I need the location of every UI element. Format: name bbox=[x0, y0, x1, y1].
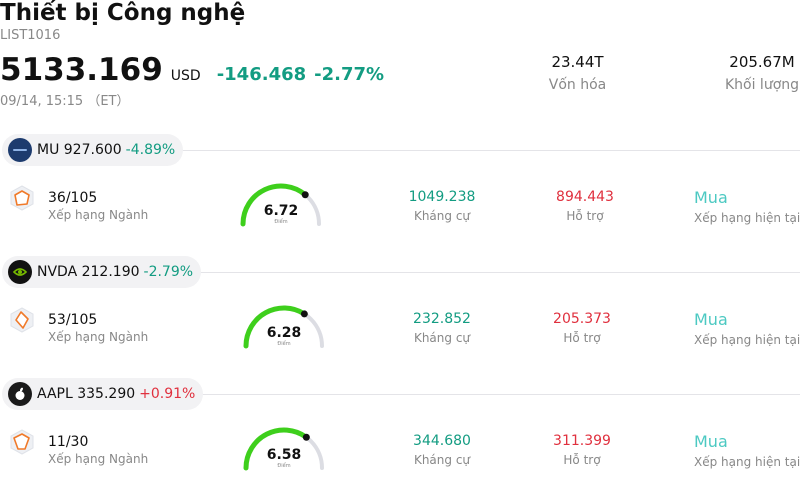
resistance-label: Kháng cự bbox=[413, 331, 471, 345]
resistance-value: 1049.238 bbox=[408, 189, 476, 205]
price-change: -146.468 bbox=[216, 64, 307, 85]
page-title: Thiết bị Công nghệ bbox=[0, 0, 246, 26]
market-cap-label: Vốn hóa bbox=[548, 77, 607, 93]
divider bbox=[180, 394, 800, 395]
ticker-change-percent: +0.91% bbox=[139, 386, 196, 402]
ticker-price: MU 927.600 bbox=[37, 142, 122, 158]
divider bbox=[180, 272, 800, 273]
industry-rank-value: 11/30 bbox=[48, 434, 89, 450]
score-label: Điểm bbox=[277, 462, 290, 469]
market-cap-value: 23.44T bbox=[551, 53, 604, 71]
micron-logo-icon bbox=[8, 138, 32, 162]
industry-rank-icon bbox=[10, 429, 34, 455]
volume-value: 205.67M bbox=[729, 53, 795, 71]
current-rating-value[interactable]: Mua bbox=[694, 310, 728, 329]
stock-ticker-pill[interactable]: MU 927.600 -4.89% bbox=[2, 134, 184, 166]
score-label: Điểm bbox=[274, 218, 287, 225]
index-price: 5133.169 bbox=[0, 52, 163, 88]
score-value: 6.58 bbox=[267, 447, 302, 463]
divider bbox=[180, 150, 800, 151]
industry-rank-value: 36/105 bbox=[48, 190, 98, 206]
resistance-label: Kháng cự bbox=[413, 453, 471, 467]
ticker-change-percent: -2.79% bbox=[143, 264, 194, 280]
industry-rank-label: Xếp hạng Ngành bbox=[48, 452, 149, 466]
industry-rank-icon bbox=[10, 307, 34, 333]
score-label: Điểm bbox=[277, 340, 290, 347]
industry-rank-icon bbox=[10, 185, 34, 211]
resistance-value: 232.852 bbox=[413, 311, 471, 327]
ticker-price: NVDA 212.190 bbox=[37, 264, 140, 280]
resistance-value: 344.680 bbox=[413, 433, 471, 449]
volume-label: Khối lượng bbox=[724, 77, 800, 93]
stock-section-1[interactable]: MU 927.600 -4.89% 36/105 Xếp hạng Ngành … bbox=[0, 134, 800, 256]
current-rating-label: Xếp hạng hiện tại bbox=[694, 211, 800, 225]
price-row: 5133.169 USD -146.468 -2.77% bbox=[0, 52, 384, 88]
currency-label: USD bbox=[170, 68, 201, 84]
stock-section-3[interactable]: AAPL 335.290 +0.91% 11/30 Xếp hạng Ngành… bbox=[0, 378, 800, 488]
price-change-percent: -2.77% bbox=[314, 64, 385, 85]
score-gauge: 6.58 Điểm bbox=[243, 427, 324, 471]
stock-section-2[interactable]: NVDA 212.190 -2.79% 53/105 Xếp hạng Ngàn… bbox=[0, 256, 800, 378]
support-value: 205.373 bbox=[553, 311, 611, 327]
score-value: 6.28 bbox=[267, 325, 302, 341]
ticker-change-percent: -4.89% bbox=[125, 142, 176, 158]
resistance-label: Kháng cự bbox=[413, 209, 471, 223]
score-gauge: 6.28 Điểm bbox=[243, 305, 324, 349]
apple-logo-icon bbox=[8, 382, 32, 406]
support-value: 311.399 bbox=[553, 433, 611, 449]
stock-ticker-pill[interactable]: NVDA 212.190 -2.79% bbox=[2, 256, 202, 288]
nvidia-logo-icon bbox=[8, 260, 32, 284]
score-value: 6.72 bbox=[264, 203, 299, 219]
support-value: 894.443 bbox=[556, 189, 614, 205]
support-label: Hỗ trợ bbox=[566, 209, 604, 223]
industry-rank-label: Xếp hạng Ngành bbox=[48, 208, 149, 222]
market-cap-stat: 23.44T Vốn hóa bbox=[530, 53, 625, 93]
list-code: LIST1016 bbox=[0, 28, 61, 43]
volume-stat: 205.67M Khối lượng bbox=[712, 53, 800, 93]
industry-rank-value: 53/105 bbox=[48, 312, 98, 328]
current-rating-label: Xếp hạng hiện tại bbox=[694, 455, 800, 469]
stock-ticker-pill[interactable]: AAPL 335.290 +0.91% bbox=[2, 378, 204, 410]
industry-rank-label: Xếp hạng Ngành bbox=[48, 330, 149, 344]
timestamp: 09/14, 15:15 （ET） bbox=[0, 94, 130, 109]
current-rating-label: Xếp hạng hiện tại bbox=[694, 333, 800, 347]
support-label: Hỗ trợ bbox=[563, 453, 601, 467]
current-rating-value[interactable]: Mua bbox=[694, 432, 728, 451]
current-rating-value[interactable]: Mua bbox=[694, 188, 728, 207]
support-label: Hỗ trợ bbox=[563, 331, 601, 345]
ticker-price: AAPL 335.290 bbox=[37, 386, 136, 402]
score-gauge: 6.72 Điểm bbox=[240, 183, 321, 227]
